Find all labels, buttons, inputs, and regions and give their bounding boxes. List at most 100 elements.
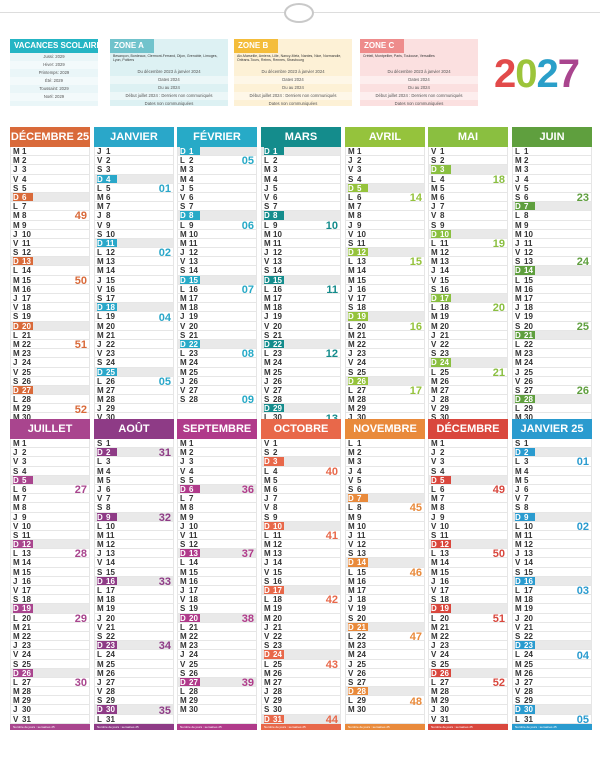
day-number: 16 xyxy=(189,284,198,294)
week-number: 50 xyxy=(492,548,505,561)
day-number: 19 xyxy=(273,312,282,322)
day-row: M 14 xyxy=(429,558,507,568)
weekday-letter: L xyxy=(97,650,102,660)
day-number: 25 xyxy=(357,659,366,669)
school-holidays-title: VACANCES SCOLAIRES xyxy=(10,39,98,53)
weekday-letter: L xyxy=(180,349,185,359)
day-number: 18 xyxy=(106,595,115,605)
weekday-letter: J xyxy=(180,183,185,193)
day-number: 3 xyxy=(22,457,27,467)
weekday-letter: D xyxy=(264,339,273,349)
day-number: 24 xyxy=(273,650,284,659)
day-row: M 19 xyxy=(513,604,591,614)
day-number: 11 xyxy=(106,530,115,540)
weekday-letter: M xyxy=(431,183,438,193)
weekday-letter: D xyxy=(348,376,357,385)
day-row: S 10 xyxy=(95,230,173,239)
day-number: 6 xyxy=(273,484,278,494)
day-row: D 20 xyxy=(11,321,89,331)
day-number: 17 xyxy=(22,294,31,303)
day-number: 16 xyxy=(106,284,115,294)
day-number: 14 xyxy=(106,266,115,276)
day-number: 29 xyxy=(524,404,533,414)
day-number: 21 xyxy=(440,622,449,632)
day-number: 22 xyxy=(22,631,31,641)
day-number: 30 xyxy=(524,413,533,423)
weekday-letter: M xyxy=(431,558,438,568)
weekday-letter: S xyxy=(431,413,437,423)
day-number: 7 xyxy=(106,202,111,212)
weekday-letter: V xyxy=(180,659,186,669)
day-number: 2 xyxy=(357,156,362,166)
weekday-letter: S xyxy=(264,330,270,340)
weekday-letter: M xyxy=(264,229,271,239)
weekday-letter: S xyxy=(13,183,19,193)
zone-academies: Besançon, Bordeaux, Clermont-Ferrand, Di… xyxy=(113,54,218,62)
day-number: 3 xyxy=(22,165,27,175)
day-number: 28 xyxy=(22,687,31,697)
day-number: 21 xyxy=(189,622,198,632)
day-row: S 11 xyxy=(346,239,424,249)
weekday-letter: D xyxy=(264,586,273,595)
day-number: 5 xyxy=(273,475,278,485)
weekday-letter: D xyxy=(264,275,273,284)
weekday-letter: V xyxy=(431,147,437,156)
day-number: 28 xyxy=(189,687,198,697)
day-row: M 11 xyxy=(178,239,256,249)
day-number: 25 xyxy=(524,367,533,377)
day-number: 24 xyxy=(440,358,451,367)
weekday-letter: M xyxy=(348,457,355,467)
weekday-letter: M xyxy=(13,696,20,706)
day-number: 10 xyxy=(524,521,533,531)
day-number: 22 xyxy=(22,339,31,349)
weekday-letter: M xyxy=(13,439,20,448)
day-row: S 16 xyxy=(429,285,507,294)
day-number: 14 xyxy=(357,558,368,567)
day-row: M 22 xyxy=(346,340,424,350)
day-number: 17 xyxy=(273,586,284,595)
day-number: 3 xyxy=(524,457,529,467)
day-row: V 13 xyxy=(262,257,340,267)
weekday-letter: M xyxy=(13,494,20,504)
week-number: 28 xyxy=(74,548,87,561)
day-row: J 19 xyxy=(262,312,340,322)
day-row: L 17 xyxy=(95,586,173,596)
weekday-letter: M xyxy=(13,339,20,349)
day-number: 15 xyxy=(440,275,449,285)
week-number: 01 xyxy=(158,182,171,195)
weekday-letter: S xyxy=(180,604,186,614)
day-row: V 21 xyxy=(513,623,591,632)
day-number: 9 xyxy=(273,220,278,230)
holiday-period-label: Été: 2029 xyxy=(10,77,98,85)
day-number: 15 xyxy=(189,567,198,577)
day-number: 21 xyxy=(106,622,115,632)
day-row: J 25 xyxy=(346,660,424,669)
day-number: 20 xyxy=(106,321,115,331)
weekday-letter: V xyxy=(431,275,437,285)
weekday-letter: D xyxy=(180,339,189,349)
day-number: 13 xyxy=(440,257,449,267)
weekday-letter: L xyxy=(97,586,102,595)
day-number: 28 xyxy=(273,687,282,697)
day-row: J 10 xyxy=(178,522,256,531)
month-column: MARS D 1 L 2 M 3 M 4 J 5 V 6 S 7 D 8 L 9 M 10 M 11 J 12 V 13 S 14 D 15… xyxy=(261,127,341,438)
weekday-letter: M xyxy=(515,229,522,239)
day-number: 29 xyxy=(273,404,284,413)
day-row: J 10 xyxy=(11,230,89,239)
day-number: 31 xyxy=(273,714,284,723)
weekday-letter: S xyxy=(431,466,437,476)
weekday-letter: J xyxy=(515,174,520,184)
day-row: L 28 xyxy=(178,687,256,697)
